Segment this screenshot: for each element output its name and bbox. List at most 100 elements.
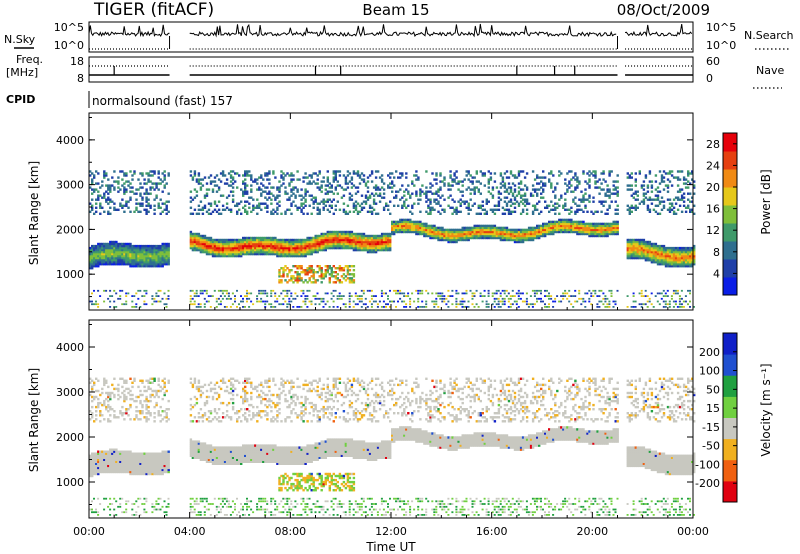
power-echo-cell xyxy=(258,244,261,248)
power-echo-cell xyxy=(256,182,259,185)
power-echo-cell xyxy=(244,208,247,211)
power-echo-cell xyxy=(469,208,472,211)
power-echo-cell xyxy=(346,277,350,280)
power-echo-cell xyxy=(628,238,631,242)
power-echo-cell xyxy=(684,261,688,264)
power-echo-cell xyxy=(584,228,587,232)
power-echo-cell xyxy=(344,182,348,185)
power-echo-cell xyxy=(286,252,289,256)
power-echo-cell xyxy=(314,200,317,203)
power-echo-cell xyxy=(576,180,579,183)
power-echo-cell xyxy=(151,303,154,306)
power-echo-cell xyxy=(574,222,577,226)
power-echo-cell xyxy=(298,244,301,248)
power-echo-cell xyxy=(419,194,422,197)
power-echo-cell xyxy=(139,246,142,250)
power-echo-cell xyxy=(479,206,482,209)
power-echo-cell xyxy=(272,208,275,211)
power-echo-cell xyxy=(364,184,368,187)
power-echo-cell xyxy=(374,188,378,191)
power-echo-cell xyxy=(374,236,378,240)
power-echo-cell xyxy=(294,279,297,282)
power-echo-cell xyxy=(552,222,555,226)
power-echo-cell xyxy=(638,238,641,242)
power-echo-cell xyxy=(666,248,670,252)
power-echo-cell xyxy=(167,246,170,250)
power-echo-cell xyxy=(242,244,245,248)
power-echo-cell xyxy=(99,212,102,215)
power-echo-cell xyxy=(278,180,281,183)
power-echo-cell xyxy=(219,252,223,256)
power-echo-cell xyxy=(614,224,617,228)
power-echo-cell xyxy=(441,238,444,242)
power-echo-cell xyxy=(207,208,211,211)
power-echo-cell xyxy=(538,226,541,230)
power-echo-cell xyxy=(244,250,247,254)
power-echo-cell xyxy=(372,200,376,203)
power-echo-cell xyxy=(678,190,682,193)
power-echo-cell xyxy=(229,174,233,177)
power-echo-cell xyxy=(274,198,277,201)
power-echo-cell xyxy=(672,265,676,268)
power-echo-cell xyxy=(334,271,337,274)
power-echo-cell xyxy=(191,240,195,244)
power-echo-cell xyxy=(540,180,543,183)
power-echo-cell xyxy=(511,236,515,240)
power-echo-cell xyxy=(282,172,285,175)
power-echo-cell xyxy=(399,198,402,201)
power-echo-cell xyxy=(652,242,656,246)
power-echo-cell xyxy=(586,224,589,228)
power-echo-cell xyxy=(664,259,668,262)
power-echo-cell xyxy=(127,261,130,264)
power-echo-cell xyxy=(298,279,301,282)
power-echo-cell xyxy=(556,230,559,234)
power-echo-cell xyxy=(161,263,164,266)
power-echo-cell xyxy=(292,178,295,181)
power-echo-cell xyxy=(362,180,366,183)
power-echo-cell xyxy=(264,250,267,254)
power-echo-cell xyxy=(544,184,547,187)
power-echo-cell xyxy=(155,256,158,260)
power-echo-cell xyxy=(219,240,223,244)
power-echo-cell xyxy=(203,250,207,254)
power-echo-cell xyxy=(326,292,329,295)
power-echo-cell xyxy=(654,210,658,213)
power-echo-cell xyxy=(443,238,446,242)
power-echo-cell xyxy=(527,236,531,240)
power-echo-cell xyxy=(411,224,414,228)
power-echo-cell xyxy=(199,236,203,240)
power-echo-cell xyxy=(322,242,325,246)
power-echo-cell xyxy=(236,210,239,213)
power-echo-cell xyxy=(304,242,307,246)
power-echo-cell xyxy=(389,244,392,248)
power-echo-cell xyxy=(678,300,681,303)
power-echo-cell xyxy=(487,289,490,292)
power-echo-cell xyxy=(91,256,94,260)
power-echo-cell xyxy=(389,236,392,240)
power-echo-cell xyxy=(640,240,644,244)
power-echo-cell xyxy=(680,259,684,262)
power-echo-cell xyxy=(328,279,331,282)
power-echo-cell xyxy=(155,182,158,185)
power-echo-cell xyxy=(529,236,533,240)
power-echo-cell xyxy=(638,256,641,260)
power-echo-cell xyxy=(217,252,221,256)
freq-tick-low: 8 xyxy=(77,72,84,85)
power-echo-cell xyxy=(219,238,223,242)
power-echo-cell xyxy=(360,240,364,244)
power-echo-cell xyxy=(403,202,406,205)
power-echo-cell xyxy=(640,238,644,242)
power-echo-cell xyxy=(385,244,388,248)
power-echo-cell xyxy=(634,204,637,207)
power-echo-cell xyxy=(614,300,617,303)
power-echo-cell xyxy=(189,240,193,244)
power-echo-cell xyxy=(632,254,635,258)
power-echo-cell xyxy=(664,306,667,308)
power-echo-cell xyxy=(240,240,243,244)
power-echo-cell xyxy=(238,244,241,248)
power-echo-cell xyxy=(266,186,269,189)
power-echo-cell xyxy=(393,204,396,207)
power-echo-cell xyxy=(356,186,360,189)
power-echo-cell xyxy=(103,300,106,303)
power-echo-cell xyxy=(318,234,321,238)
